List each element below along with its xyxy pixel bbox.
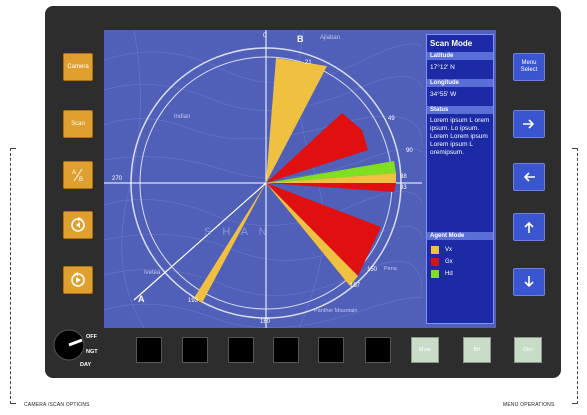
sector-gx-southeast[interactable]: [266, 183, 381, 276]
status-text: Lorem ipsum L orem ipsum. Lo ipsum. Lore…: [430, 117, 490, 156]
brt-label: Brt: [473, 347, 481, 353]
dim-label: Dim: [523, 347, 533, 353]
scan-button-label: Scan: [71, 121, 85, 127]
sector-vx-southwest[interactable]: [194, 183, 266, 303]
mute-label: Mute: [418, 347, 432, 353]
menu-select-label: Menu Select: [520, 60, 538, 73]
panel-title: Scan Mode: [430, 39, 473, 48]
arrow-down-icon: [524, 276, 534, 288]
knob-ngt-label: NGT: [86, 349, 98, 355]
place-pena: Pena: [384, 266, 398, 272]
legend-label-vx: Vx: [445, 247, 453, 253]
place-panther: Panther Mountain: [314, 308, 357, 314]
dim-button[interactable]: Dim: [514, 337, 542, 363]
legend-hd: Hd: [427, 268, 493, 280]
bearing-21: 21: [305, 60, 312, 66]
legend-swatch-gx: [431, 258, 439, 266]
sector-vx-southeast[interactable]: [266, 183, 358, 286]
legend-vx: Vx: [427, 244, 493, 256]
arrow-right-icon: [523, 119, 535, 129]
point-b-label: B: [297, 34, 304, 44]
sector-vx-east[interactable]: [266, 173, 396, 183]
svg-text:A: A: [72, 170, 76, 176]
latitude-header: Latitude: [427, 52, 493, 60]
brt-button[interactable]: Brt: [463, 337, 491, 363]
longitude-header: Longitude: [427, 79, 493, 87]
place-ajlaban: Ajlaban: [320, 35, 340, 41]
bearing-49: 49: [388, 116, 395, 122]
right-bracket-guide: [572, 148, 578, 404]
arrow-up-icon: [524, 221, 534, 233]
bearing-270: 270: [112, 176, 123, 182]
bearing-180: 180: [260, 319, 271, 325]
left-bracket-guide: [10, 148, 16, 404]
arrow-left-icon: [523, 172, 535, 182]
legend-swatch-vx: [431, 246, 439, 254]
ab-icon: AB: [72, 168, 83, 183]
knob-day-label: DAY: [80, 362, 92, 368]
soft-key-2[interactable]: [182, 337, 208, 363]
sector-gx-northeast[interactable]: [266, 113, 368, 183]
soft-key-3[interactable]: [228, 337, 254, 363]
sector-vx-north[interactable]: [266, 58, 327, 183]
bearing-93: 93: [400, 185, 407, 191]
soft-key-6[interactable]: [365, 337, 391, 363]
radar-map[interactable]: 0 21 49 88 93 90 150 157 180 193 270 B A…: [104, 30, 422, 328]
point-a-label: A: [138, 294, 145, 304]
caption-menu-operations: MENU OPERATIONS: [503, 402, 555, 408]
rotate-cw-button[interactable]: [63, 211, 93, 239]
place-ivetea: Ivetea: [144, 270, 161, 276]
soft-key-1[interactable]: [136, 337, 162, 363]
sector-hd[interactable]: [266, 161, 396, 183]
display-screen: 0 21 49 88 93 90 150 157 180 193 270 B A…: [104, 30, 496, 328]
legend-gx: Gx: [427, 256, 493, 268]
soft-key-5[interactable]: [318, 337, 344, 363]
arrow-up-button[interactable]: [513, 213, 545, 241]
bearing-88: 88: [400, 174, 407, 180]
place-indian: Indian: [174, 114, 190, 120]
status-header: Status: [427, 106, 493, 114]
bearing-line-a: [133, 182, 267, 301]
mute-button[interactable]: Mute: [411, 337, 439, 363]
arrow-down-button[interactable]: [513, 268, 545, 296]
rotate-ccw-icon: [71, 272, 85, 287]
knob-off-label: OFF: [86, 334, 97, 340]
bearing-193: 193: [188, 298, 199, 304]
camera-button[interactable]: Camera: [63, 53, 93, 81]
bearing-157: 157: [350, 283, 361, 289]
svg-text:B: B: [79, 177, 83, 183]
camera-button-label: Camera: [67, 64, 89, 70]
bearing-0: 0: [263, 33, 267, 39]
legend-label-gx: Gx: [445, 259, 453, 265]
scan-button[interactable]: Scan: [63, 110, 93, 138]
bearing-150: 150: [367, 267, 378, 273]
rotate-ccw-button[interactable]: [63, 266, 93, 294]
scan-mode-panel: Scan Mode Latitude 17°12' N Longitude 34…: [426, 34, 494, 324]
caption-camera-scan: CAMERA /SCAN OPTIONS: [24, 402, 90, 408]
soft-key-4[interactable]: [273, 337, 299, 363]
latitude-value: 17°12' N: [430, 64, 455, 71]
menu-select-button[interactable]: Menu Select: [513, 53, 545, 81]
longitude-value: 34°55' W: [430, 91, 457, 98]
arrow-left-button[interactable]: [513, 163, 545, 191]
arrow-right-button[interactable]: [513, 110, 545, 138]
bearing-90: 90: [406, 148, 413, 154]
legend-swatch-hd: [431, 270, 439, 278]
place-shan: S H A N: [204, 226, 271, 238]
legend-label-hd: Hd: [445, 271, 453, 277]
agent-mode-header: Agent Mode: [427, 232, 493, 240]
rotate-cw-icon: [71, 217, 85, 232]
mode-knob[interactable]: [52, 328, 86, 362]
sector-gx-east[interactable]: [266, 183, 396, 192]
